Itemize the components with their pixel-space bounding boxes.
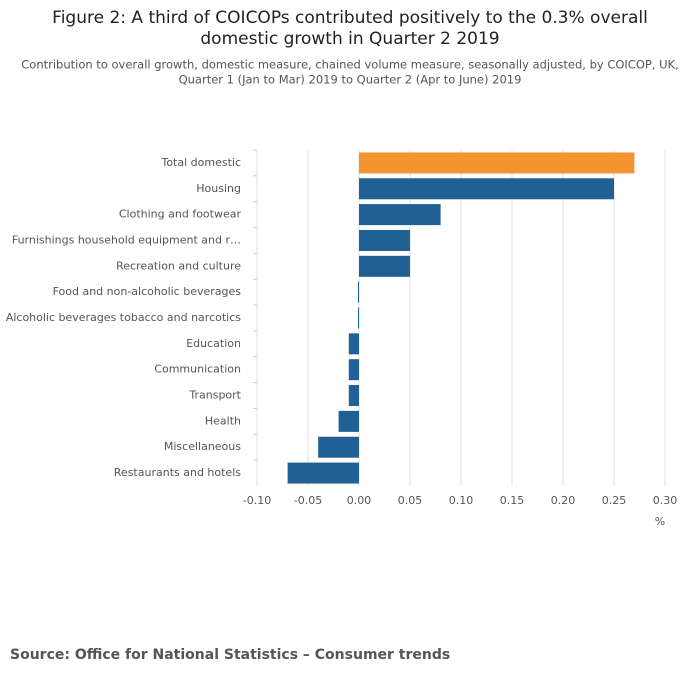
x-tick-label: 0.05 — [398, 494, 423, 507]
bar — [348, 333, 359, 355]
y-tick-label: Alcoholic beverages tobacco and narcotic… — [6, 311, 241, 324]
x-tick-label: -0.05 — [294, 494, 322, 507]
source: Source: Office for National Statistics –… — [10, 647, 450, 663]
x-tick-label: 0.30 — [653, 494, 678, 507]
bar — [359, 152, 635, 174]
bar — [318, 436, 359, 458]
bar — [359, 255, 410, 277]
y-tick-label: Transport — [188, 389, 241, 402]
chart-subtitle: Contribution to overall growth, domestic… — [21, 58, 679, 72]
x-tick-label: 0.00 — [347, 494, 372, 507]
x-tick-label: -0.10 — [243, 494, 271, 507]
x-tick-label: 0.25 — [602, 494, 627, 507]
y-tick-label: Miscellaneous — [164, 440, 241, 453]
chart-subtitle: Quarter 1 (Jan to Mar) 2019 to Quarter 2… — [179, 73, 522, 87]
y-tick-label: Total domestic — [160, 156, 241, 169]
bar — [348, 385, 359, 407]
y-tick-label: Communication — [154, 363, 241, 376]
bar — [359, 204, 441, 226]
bar — [357, 281, 359, 303]
chart-title: domestic growth in Quarter 2 2019 — [200, 29, 499, 49]
bar — [357, 307, 359, 329]
x-tick-label: 0.15 — [500, 494, 525, 507]
y-tick-label: Clothing and footwear — [119, 208, 242, 221]
y-tick-label: Education — [186, 337, 241, 350]
x-axis-label: % — [655, 515, 665, 528]
y-tick-label: Restaurants and hotels — [114, 466, 241, 479]
x-tick-label: 0.10 — [449, 494, 474, 507]
y-tick-label: Health — [205, 414, 241, 427]
y-tick-label: Furnishings household equipment and r… — [12, 233, 241, 246]
x-tick-label: 0.20 — [551, 494, 576, 507]
y-tick-label: Housing — [196, 182, 241, 195]
bar — [348, 359, 359, 381]
bar — [338, 410, 359, 432]
bar — [287, 462, 359, 484]
chart-title: Figure 2: A third of COICOPs contributed… — [52, 8, 648, 28]
bar — [359, 178, 614, 200]
y-tick-label: Recreation and culture — [116, 259, 241, 272]
y-tick-label: Food and non-alcoholic beverages — [53, 285, 242, 298]
bar — [359, 229, 410, 251]
